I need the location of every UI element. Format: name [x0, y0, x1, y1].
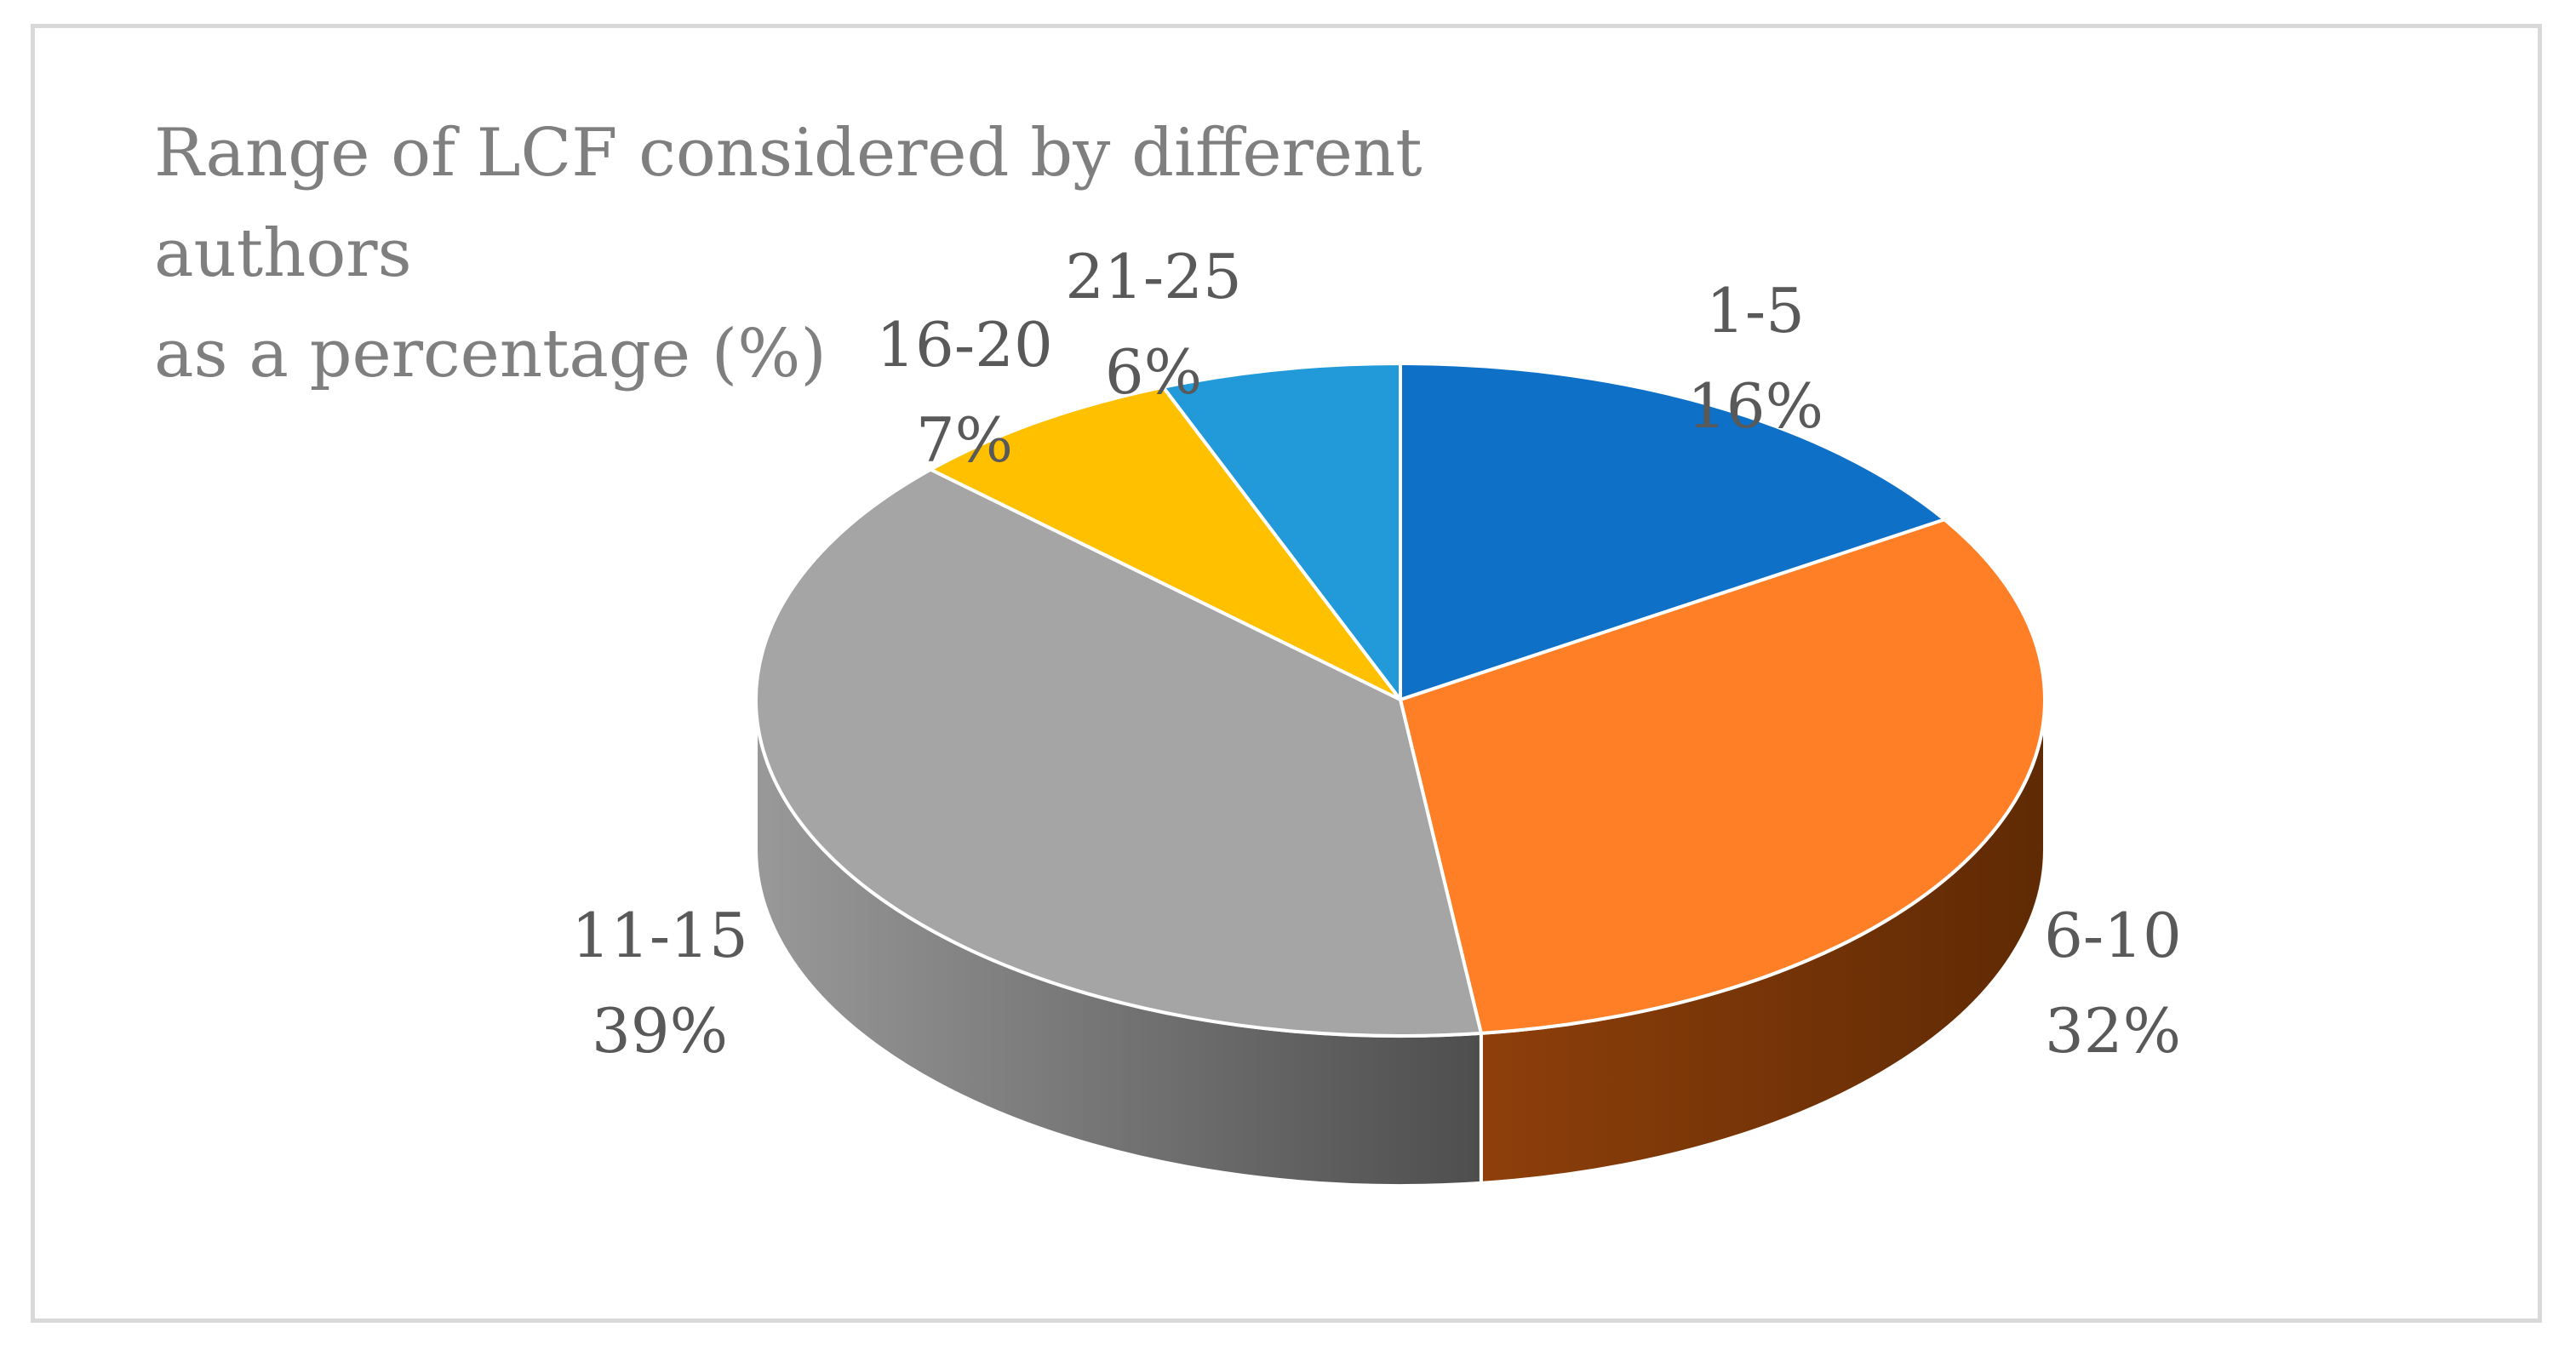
pie-slice-6-10: [1399, 518, 2046, 1035]
slice-category-label: 16-20: [876, 309, 1053, 380]
chart-title-line-2: as a percentage (%): [154, 316, 827, 392]
slice-category-label: 1-5: [1706, 275, 1805, 346]
slice-category-label: 21-25: [1065, 241, 1242, 312]
slice-percentage-label: 32%: [2045, 995, 2181, 1067]
chart-title-line-1: Range of LCF considered by different aut…: [154, 115, 1423, 292]
chart-title: Range of LCF considered by different aut…: [154, 103, 1686, 404]
pie-slice-21-25: [1161, 362, 1402, 701]
slice-percentage-label: 16%: [1687, 370, 1823, 442]
pie-slice-11-15: [753, 467, 1483, 1038]
slice-percentage-label: 6%: [1105, 336, 1202, 408]
pie-slices: [753, 362, 2046, 1038]
slice-percentage-label: 7%: [916, 404, 1013, 476]
slice-category-label: 11-15: [571, 900, 748, 971]
pie-slice-1-5: [1399, 362, 1947, 701]
pie-slice-16-20: [929, 385, 1402, 701]
slice-category-label: 6-10: [2044, 900, 2182, 971]
pie-labels: 1-5 16% 6-10 32% 11-15 39% 16-20 7% 21-25 6%: [571, 241, 2182, 1067]
slice-percentage-label: 39%: [592, 995, 728, 1067]
